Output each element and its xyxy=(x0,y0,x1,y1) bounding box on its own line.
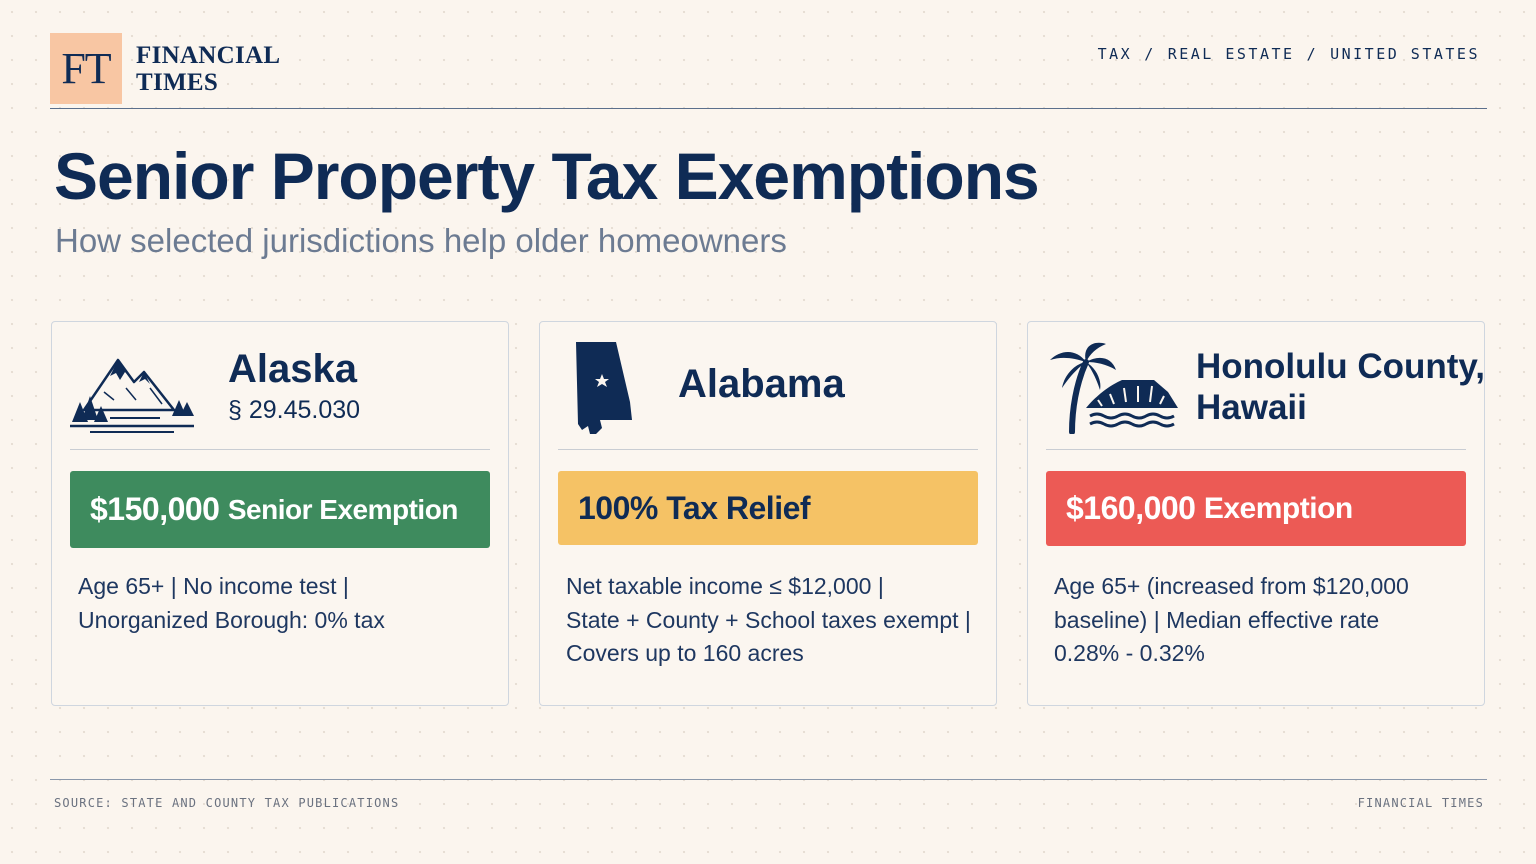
logo-letters: FT xyxy=(61,44,111,93)
breadcrumb-separator: / xyxy=(1144,45,1156,63)
page-title: Senior Property Tax Exemptions xyxy=(54,139,1040,213)
banner-label: Exemption xyxy=(1203,491,1353,525)
card-header: Alaska § 29.45.030 xyxy=(70,322,490,450)
source-note: SOURCE: STATE AND COUNTY TAX PUBLICATION… xyxy=(54,796,400,810)
banner-amount: 100% xyxy=(578,489,658,526)
card-description: Age 65+ | No income test | Unorganized B… xyxy=(78,570,490,637)
card-description: Age 65+ (increased from $120,000 baselin… xyxy=(1054,570,1466,671)
breadcrumb-item-real-estate[interactable]: REAL ESTATE xyxy=(1167,45,1295,63)
card-honolulu: Honolulu County, Hawaii $160,000 Exempti… xyxy=(1027,321,1485,706)
breadcrumb-separator: / xyxy=(1306,45,1319,63)
banner-amount: $160,000 xyxy=(1066,490,1196,526)
description-line: baseline) | Median effective rate xyxy=(1054,606,1380,633)
card-description: Net taxable income ≤ $12,000 | State + C… xyxy=(566,570,978,671)
description-line: State + County + School taxes exempt | xyxy=(566,606,971,633)
exemption-banner: $160,000 Exemption xyxy=(1046,471,1466,546)
exemption-banner: 100% Tax Relief xyxy=(558,471,978,545)
breadcrumb-item-tax[interactable]: TAX xyxy=(1097,45,1133,63)
description-line: Net taxable income ≤ $12,000 | xyxy=(566,573,884,599)
breadcrumb-item-united-states[interactable]: UNITED STATES xyxy=(1330,45,1480,63)
banner-label: Tax Relief xyxy=(666,489,811,526)
banner-label: Senior Exemption xyxy=(227,493,459,525)
description-line: 0.28% - 0.32% xyxy=(1054,640,1205,666)
banner-amount: $150,000 xyxy=(90,491,220,527)
description-line: Unorganized Borough: 0% tax xyxy=(78,606,385,633)
mountains-icon xyxy=(70,358,194,433)
card-title: Honolulu County, Hawaii xyxy=(1196,346,1485,428)
logo-wordmark-line1: FINANCIAL xyxy=(136,41,281,69)
card-alaska: Alaska § 29.45.030 $150,000 Senior Exemp… xyxy=(51,321,509,706)
card-header: Honolulu County, Hawaii xyxy=(1046,322,1485,450)
card-header: Alabama xyxy=(558,322,978,450)
footer-brand: FINANCIAL TIMES xyxy=(1357,796,1484,810)
logo-wordmark: FINANCIAL TIMES xyxy=(136,42,280,96)
card-title: Alaska xyxy=(228,347,357,391)
card-alabama: Alabama 100% Tax Relief Net taxable inco… xyxy=(539,321,997,706)
card-title-line1: Honolulu County, xyxy=(1196,347,1486,386)
breadcrumb: TAX / REAL ESTATE / UNITED STATES xyxy=(1098,45,1480,63)
description-line: Covers up to 160 acres xyxy=(566,640,804,666)
description-line: Age 65+ | No income test | xyxy=(78,573,349,599)
card-title: Alabama xyxy=(678,362,845,406)
footer-divider xyxy=(50,779,1487,780)
exemption-banner: $150,000 Senior Exemption xyxy=(70,471,490,548)
palm-tree-diamond-head-icon xyxy=(1050,342,1178,434)
page-subtitle: How selected jurisdictions help older ho… xyxy=(55,222,787,259)
header-divider xyxy=(50,108,1487,109)
logo-wordmark-line2: TIMES xyxy=(136,68,219,96)
ft-logo-mark: FT xyxy=(50,33,122,104)
statute-code: § 29.45.030 xyxy=(228,396,361,424)
alabama-state-icon xyxy=(576,342,632,434)
description-line: Age 65+ (increased from $120,000 xyxy=(1054,573,1409,599)
ft-logo[interactable]: FT FINANCIAL TIMES xyxy=(50,33,280,104)
card-title-line2: Hawaii xyxy=(1196,388,1307,427)
